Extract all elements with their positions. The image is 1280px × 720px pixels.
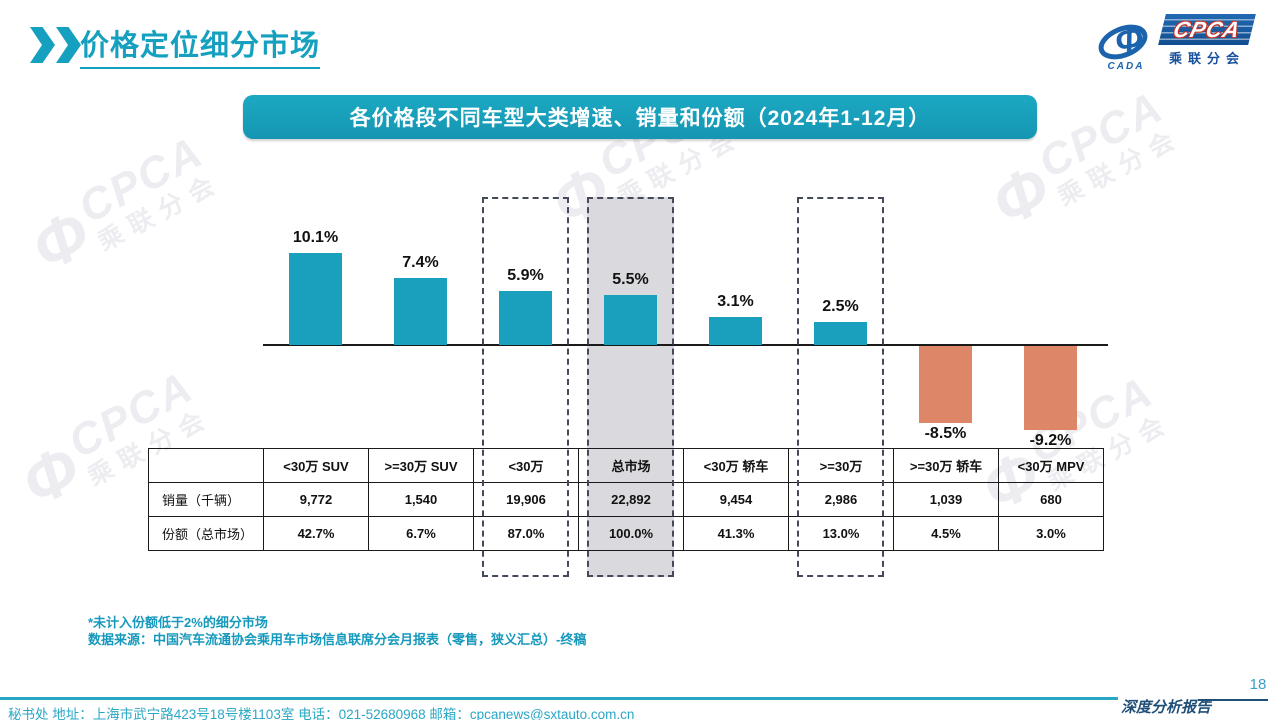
table-header-cell: <30万 MPV (998, 448, 1104, 483)
page-number: 18 (1249, 676, 1267, 693)
cpca-watermark-phi-icon: Φ (979, 149, 1062, 241)
cpca-watermark-phi-icon: Φ (9, 429, 92, 521)
bar-value-label: 7.4% (402, 254, 439, 271)
cada-emblem-text: CADA (1108, 61, 1145, 72)
table-value-cell: 2,986 (788, 482, 894, 517)
table-value-cell: 100.0% (578, 516, 684, 551)
table-value-cell: 9,772 (263, 482, 369, 517)
table-header-cell: >=30万 轿车 (893, 448, 999, 483)
table-row: <30万 SUV >=30万 SUV <30万 总市场 <30万 轿车 >=30万 >=30… (148, 448, 1104, 483)
cpca-watermark-sub: 乘联分会 (93, 167, 227, 257)
x-axis-line (263, 344, 1108, 346)
cada-emblem-icon: Φ CADA (1098, 19, 1148, 72)
table-header-cell: >=30万 (788, 448, 894, 483)
table-row: 份额（总市场） 42.7% 6.7% 87.0% 100.0% 41.3% 13.0% 4.5… (148, 516, 1104, 551)
table-header-cell: <30万 SUV (263, 448, 369, 483)
bar-value-label: 2.5% (822, 298, 859, 315)
table-value-cell: 6.7% (368, 516, 474, 551)
bar-<30万 SUV (289, 253, 342, 345)
cpca-watermark: Φ CPCA 乘联分会 (19, 127, 227, 286)
footnote: *未计入份额低于2%的细分市场 (88, 615, 268, 630)
report-divider (1198, 699, 1268, 701)
svg-text:Φ: Φ (1112, 19, 1146, 61)
table-value-cell: 1,540 (368, 482, 474, 517)
table-header-cell: 总市场 (578, 448, 684, 483)
table-value-cell: 87.0% (473, 516, 579, 551)
table-value-cell: 1,039 (893, 482, 999, 517)
cpca-watermark-word: CPCA (1030, 82, 1172, 188)
cpca-watermark-sub: 乘联分会 (1053, 122, 1187, 212)
bar-<30万 轿车 (709, 317, 762, 345)
report-type-label: 深度分析报告 (1121, 700, 1212, 716)
bar-value-label: 5.9% (507, 267, 544, 284)
table-value-cell: 13.0% (788, 516, 894, 551)
bar->=30万 (814, 322, 867, 345)
row-label-cell (148, 448, 264, 483)
bar-value-label: 3.1% (717, 293, 754, 310)
bar->=30万 轿车 (919, 346, 972, 423)
table-header-cell: <30万 轿车 (683, 448, 789, 483)
table-value-cell: 3.0% (998, 516, 1104, 551)
footer-divider (0, 697, 1118, 700)
table-header-cell: >=30万 SUV (368, 448, 474, 483)
chart-title-banner: 各价格段不同车型大类增速、销量和份额（2024年1-12月） (243, 95, 1037, 139)
table-value-cell: 19,906 (473, 482, 579, 517)
table-value-cell: 4.5% (893, 516, 999, 551)
bar->=30万 SUV (394, 278, 447, 345)
table-value-cell: 42.7% (263, 516, 369, 551)
footer-address: 秘书处 地址：上海市武宁路423号18号楼1103室 电话：021-526809… (8, 707, 635, 720)
table-row: 销量（千辆） 9,772 1,540 19,906 22,892 9,454 2,986 1,… (148, 482, 1104, 517)
cpca-wordmark-text: CPCA (1170, 16, 1244, 42)
table-value-cell: 680 (998, 482, 1104, 517)
table-value-cell: 9,454 (683, 482, 789, 517)
bar-<30万 (499, 291, 552, 345)
page-title: 价格定位细分市场 (80, 22, 321, 69)
logo-subtitle: 乘联分会 (1168, 51, 1245, 66)
row-label-cell: 销量（千辆） (148, 482, 264, 517)
data-table: <30万 SUV >=30万 SUV <30万 总市场 <30万 轿车 >=30万 >=30… (148, 448, 1104, 551)
table-value-cell: 22,892 (578, 482, 684, 517)
cpca-logo: Φ CADA CPCA 乘联分会 (1096, 14, 1256, 72)
row-label-cell: 份额（总市场） (148, 516, 264, 551)
bar-value-label: -8.5% (924, 425, 967, 442)
table-value-cell: 41.3% (683, 516, 789, 551)
bar-<30万 MPV (1024, 346, 1077, 430)
cpca-watermark-word: CPCA (70, 127, 212, 233)
cpca-watermark-phi-icon: Φ (19, 194, 102, 286)
chart-title-text: 各价格段不同车型大类增速、销量和份额（2024年1-12月） (349, 107, 931, 130)
table-header-cell: <30万 (473, 448, 579, 483)
footnotes: *未计入份额低于2%的细分市场 数据来源：中国汽车流通协会乘用车市场信息联席分会… (88, 614, 586, 648)
cpca-wordmark: CPCA (1158, 14, 1256, 45)
data-source-note: 数据来源：中国汽车流通协会乘用车市场信息联席分会月报表（零售，狭义汇总）-终稿 (88, 632, 587, 647)
bar-value-label: 10.1% (292, 229, 339, 246)
double-chevron-icon (30, 27, 82, 63)
